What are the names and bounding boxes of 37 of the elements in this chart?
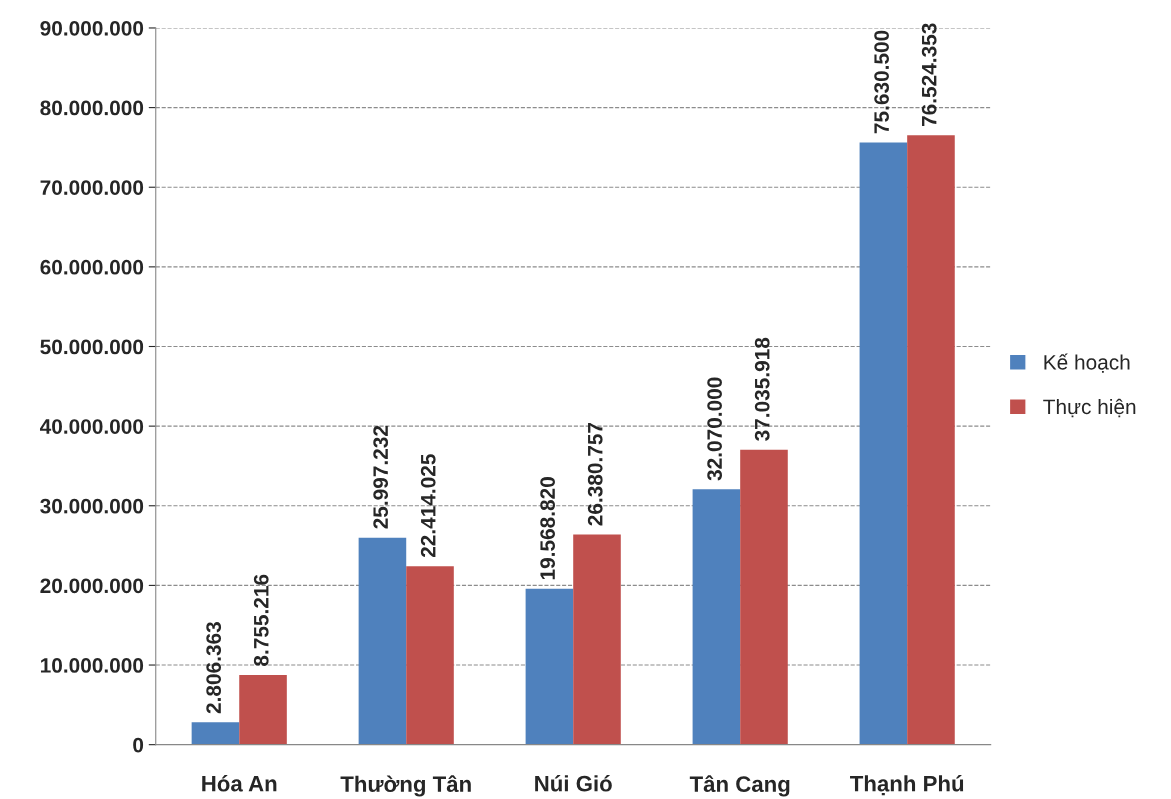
y-tick-label: 70.000.000 — [40, 180, 144, 195]
bar — [859, 142, 908, 745]
x-tick-label: Tân Cang — [689, 775, 790, 797]
legend-label: Kế hoạch — [1044, 353, 1130, 373]
data-label: 32.070.000 — [707, 377, 723, 481]
x-tick-label: Hóa An — [202, 775, 277, 792]
x-tick-label: Thường Tân — [340, 775, 471, 797]
bar — [740, 449, 788, 745]
y-tick-label: 20.000.000 — [40, 578, 144, 594]
bar — [239, 674, 287, 745]
y-tick-label: 60.000.000 — [40, 259, 144, 275]
legend-label: Thực hiện — [1043, 398, 1136, 418]
data-label: 26.380.757 — [587, 422, 603, 526]
y-tick-label: 0 — [133, 737, 144, 753]
data-label: 22.414.025 — [420, 454, 436, 558]
y-tick-label: 90.000.000 — [40, 20, 144, 36]
x-tick-label: Núi Gió — [535, 775, 612, 792]
data-label: 76.524.353 — [921, 23, 937, 127]
bar — [573, 534, 621, 745]
data-label: 25.997.232 — [373, 425, 389, 529]
x-tick-label: Thạnh Phú — [850, 775, 964, 796]
bar — [907, 135, 955, 745]
bar — [406, 566, 454, 745]
y-tick-label: 50.000.000 — [40, 339, 144, 355]
bar — [358, 537, 407, 745]
y-tick-label: 80.000.000 — [40, 100, 144, 116]
bar — [191, 722, 240, 745]
data-label: 37.035.918 — [754, 337, 770, 441]
y-tick-label: 40.000.000 — [40, 419, 144, 434]
data-label: 75.630.500 — [874, 30, 889, 134]
bar — [692, 489, 741, 745]
data-label: 19.568.820 — [540, 477, 555, 580]
data-label: 8.755.216 — [253, 574, 269, 666]
data-label: 2.806.363 — [206, 622, 222, 714]
bar — [525, 588, 574, 745]
y-tick-label: 30.000.000 — [40, 498, 144, 514]
y-tick-label: 10.000.000 — [40, 658, 144, 673]
